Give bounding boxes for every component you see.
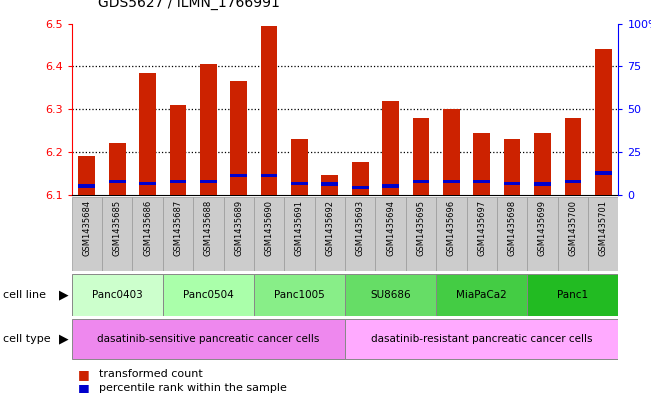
Bar xyxy=(72,319,345,359)
Bar xyxy=(352,186,368,189)
Text: GSM1435693: GSM1435693 xyxy=(355,200,365,256)
Text: Panc1: Panc1 xyxy=(557,290,589,300)
Text: GSM1435684: GSM1435684 xyxy=(82,200,91,256)
Bar xyxy=(376,196,406,271)
Bar xyxy=(200,64,217,195)
Text: GSM1435692: GSM1435692 xyxy=(326,200,335,256)
Bar xyxy=(291,139,308,195)
Bar xyxy=(230,174,247,177)
Bar xyxy=(382,184,399,188)
Text: GSM1435694: GSM1435694 xyxy=(386,200,395,256)
Text: transformed count: transformed count xyxy=(99,369,202,379)
Text: GSM1435689: GSM1435689 xyxy=(234,200,243,256)
Bar xyxy=(169,105,186,195)
Bar xyxy=(200,180,217,184)
Bar xyxy=(163,196,193,271)
Bar xyxy=(163,274,254,316)
Text: GSM1435691: GSM1435691 xyxy=(295,200,304,256)
Bar xyxy=(595,49,612,195)
Bar xyxy=(588,196,618,271)
Bar xyxy=(473,132,490,195)
Bar xyxy=(436,196,467,271)
Bar xyxy=(436,274,527,316)
Bar xyxy=(322,175,339,195)
Bar xyxy=(564,180,581,184)
Bar xyxy=(78,184,95,188)
Bar xyxy=(132,196,163,271)
Text: GSM1435688: GSM1435688 xyxy=(204,200,213,257)
Bar xyxy=(406,196,436,271)
Bar xyxy=(473,180,490,184)
Text: Panc0403: Panc0403 xyxy=(92,290,143,300)
Text: Panc0504: Panc0504 xyxy=(183,290,234,300)
Text: ▶: ▶ xyxy=(59,288,68,301)
Bar xyxy=(223,196,254,271)
Text: dasatinib-resistant pancreatic cancer cells: dasatinib-resistant pancreatic cancer ce… xyxy=(371,334,592,344)
Text: GSM1435685: GSM1435685 xyxy=(113,200,122,256)
Bar xyxy=(345,196,376,271)
Bar xyxy=(260,26,277,195)
Text: GSM1435690: GSM1435690 xyxy=(264,200,273,256)
Bar xyxy=(497,196,527,271)
Bar xyxy=(260,174,277,177)
Bar xyxy=(109,180,126,184)
Bar xyxy=(558,196,588,271)
Bar xyxy=(72,274,163,316)
Bar xyxy=(322,182,339,185)
Text: GSM1435700: GSM1435700 xyxy=(568,200,577,256)
Bar xyxy=(139,73,156,195)
Bar xyxy=(284,196,314,271)
Bar xyxy=(413,180,429,184)
Text: GSM1435696: GSM1435696 xyxy=(447,200,456,256)
Bar xyxy=(109,143,126,195)
Bar xyxy=(504,182,520,185)
Bar xyxy=(345,319,618,359)
Bar xyxy=(345,274,436,316)
Text: SU8686: SU8686 xyxy=(370,290,411,300)
Bar xyxy=(169,180,186,184)
Text: GSM1435701: GSM1435701 xyxy=(599,200,608,256)
Bar xyxy=(314,196,345,271)
Bar xyxy=(564,118,581,195)
Bar xyxy=(102,196,132,271)
Text: ▶: ▶ xyxy=(59,332,68,345)
Bar xyxy=(534,182,551,185)
Bar xyxy=(78,156,95,195)
Text: GDS5627 / ILMN_1766991: GDS5627 / ILMN_1766991 xyxy=(98,0,279,10)
Text: dasatinib-sensitive pancreatic cancer cells: dasatinib-sensitive pancreatic cancer ce… xyxy=(97,334,320,344)
Bar xyxy=(193,196,223,271)
Bar xyxy=(413,118,429,195)
Bar xyxy=(382,101,399,195)
Text: cell line: cell line xyxy=(3,290,46,300)
Text: GSM1435686: GSM1435686 xyxy=(143,200,152,257)
Bar xyxy=(527,274,618,316)
Bar xyxy=(254,196,284,271)
Text: GSM1435697: GSM1435697 xyxy=(477,200,486,256)
Bar xyxy=(527,196,558,271)
Bar xyxy=(254,274,345,316)
Bar xyxy=(291,182,308,185)
Bar xyxy=(139,182,156,185)
Text: ■: ■ xyxy=(78,367,90,381)
Text: GSM1435687: GSM1435687 xyxy=(173,200,182,257)
Bar xyxy=(72,196,102,271)
Bar xyxy=(443,109,460,195)
Bar xyxy=(504,139,520,195)
Text: percentile rank within the sample: percentile rank within the sample xyxy=(99,383,287,393)
Text: ■: ■ xyxy=(78,382,90,393)
Text: cell type: cell type xyxy=(3,334,51,344)
Bar xyxy=(595,171,612,175)
Text: GSM1435699: GSM1435699 xyxy=(538,200,547,256)
Bar xyxy=(352,162,368,195)
Text: GSM1435695: GSM1435695 xyxy=(417,200,426,256)
Text: GSM1435698: GSM1435698 xyxy=(508,200,517,256)
Text: MiaPaCa2: MiaPaCa2 xyxy=(456,290,507,300)
Bar xyxy=(467,196,497,271)
Bar xyxy=(230,81,247,195)
Text: Panc1005: Panc1005 xyxy=(274,290,325,300)
Bar xyxy=(443,180,460,184)
Bar xyxy=(534,132,551,195)
